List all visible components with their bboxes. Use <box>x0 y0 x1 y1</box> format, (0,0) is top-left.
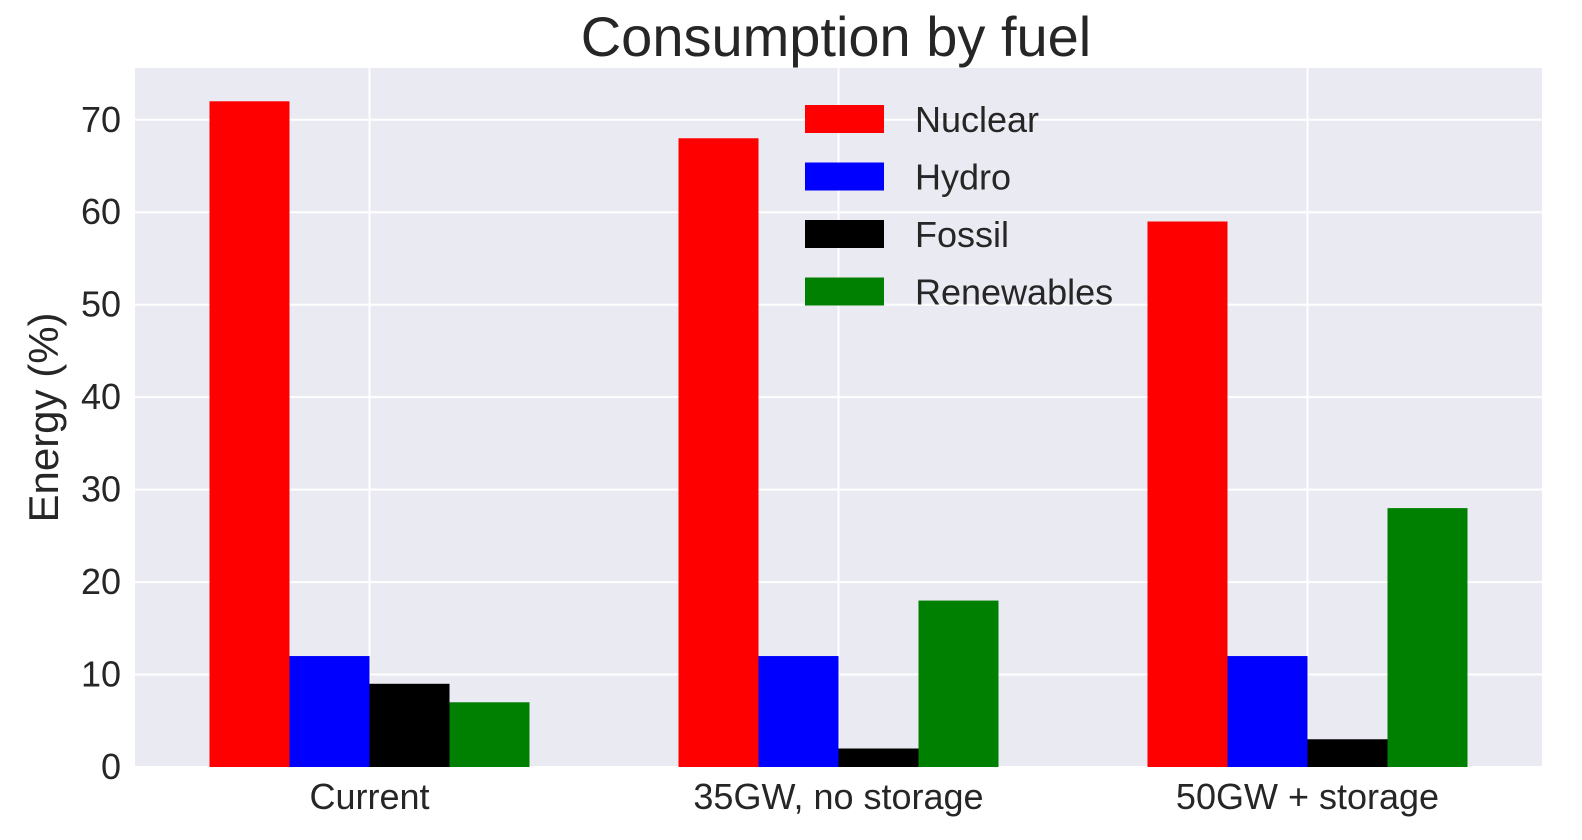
y-tick-label: 70 <box>81 99 121 140</box>
y-tick-label: 20 <box>81 561 121 602</box>
x-tick-label: 35GW, no storage <box>693 776 983 817</box>
chart-title: Consumption by fuel <box>581 5 1092 68</box>
y-tick-label: 50 <box>81 284 121 325</box>
x-tick-label: Current <box>309 776 429 817</box>
bar-nuclear-1 <box>678 138 759 767</box>
bar-fossil-1 <box>838 748 919 767</box>
y-tick-label: 60 <box>81 191 121 232</box>
legend-swatch-nuclear <box>805 105 884 133</box>
bar-renewables-2 <box>1387 508 1468 767</box>
y-tick-labels: 0 10 20 30 40 50 60 70 <box>81 99 121 787</box>
x-tick-label: 50GW + storage <box>1176 776 1439 817</box>
bar-nuclear-2 <box>1147 221 1228 767</box>
bar-renewables-1 <box>918 600 999 767</box>
bar-renewables-0 <box>449 702 530 767</box>
y-tick-label: 0 <box>101 746 121 787</box>
y-tick-label: 10 <box>81 654 121 695</box>
bars <box>209 101 1468 768</box>
legend-label-fossil: Fossil <box>915 214 1009 255</box>
legend-swatch-fossil <box>805 220 884 248</box>
legend-label-renewables: Renewables <box>915 272 1113 313</box>
bar-hydro-2 <box>1227 656 1308 767</box>
legend-label-nuclear: Nuclear <box>915 99 1039 140</box>
y-tick-label: 40 <box>81 376 121 417</box>
bar-nuclear-0 <box>209 101 290 768</box>
legend: Nuclear Hydro Fossil Renewables <box>805 99 1113 313</box>
y-tick-label: 30 <box>81 469 121 510</box>
y-axis-label: Energy (%) <box>20 312 67 522</box>
x-tick-labels: Current 35GW, no storage 50GW + storage <box>309 776 1439 817</box>
bar-fossil-0 <box>369 683 450 767</box>
bar-fossil-2 <box>1307 739 1388 767</box>
bar-hydro-1 <box>758 656 839 767</box>
legend-label-hydro: Hydro <box>915 157 1011 198</box>
legend-swatch-hydro <box>805 162 884 191</box>
legend-swatch-renewables <box>805 277 884 306</box>
bar-hydro-0 <box>289 656 370 767</box>
